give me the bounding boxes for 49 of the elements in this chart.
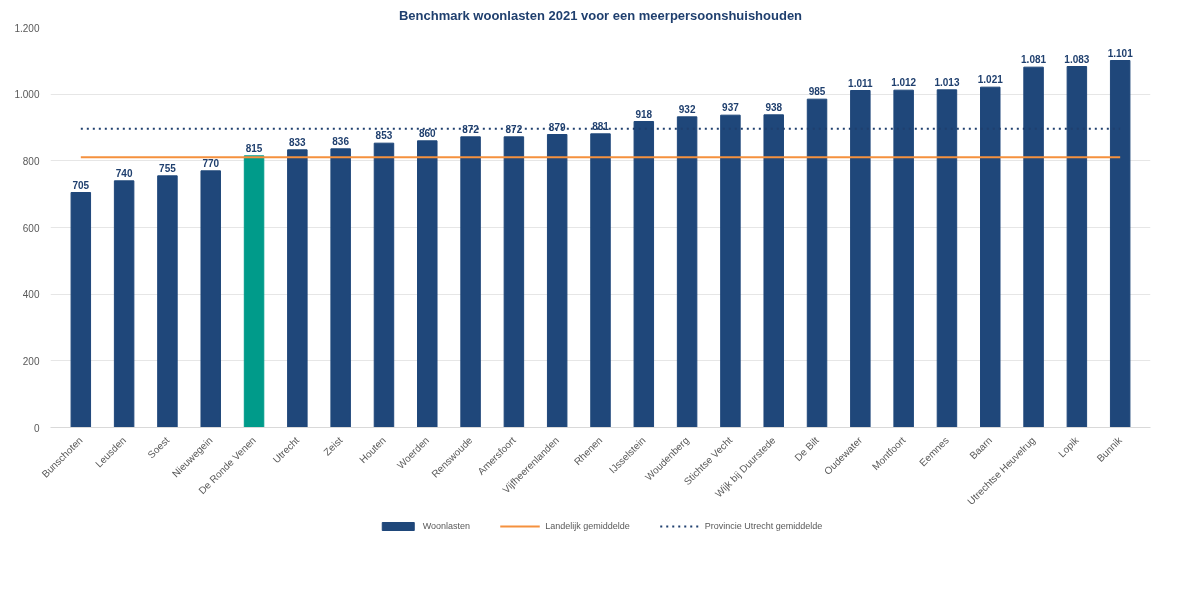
bar — [287, 149, 308, 428]
data-label: 872 — [505, 123, 523, 135]
data-label: 755 — [159, 162, 177, 174]
bar — [70, 192, 92, 428]
y-tick-label: 600 — [22, 222, 40, 234]
chart-title: Benchmark woonlasten 2021 voor een meerpersoonshuishouden — [398, 7, 803, 23]
y-tick-label: 400 — [22, 289, 40, 301]
data-label: 937 — [722, 102, 740, 114]
bar — [590, 133, 611, 428]
data-label: 1.011 — [848, 77, 874, 89]
data-label: 1.101 — [1107, 47, 1134, 59]
data-label: 1.081 — [1021, 54, 1047, 66]
bar — [460, 136, 481, 428]
bar — [503, 136, 525, 428]
data-label: 833 — [289, 136, 307, 148]
y-tick-label: 800 — [22, 155, 40, 167]
data-label: 879 — [548, 121, 566, 133]
legend-label: Landelijk gemiddelde — [545, 521, 630, 531]
data-label: 860 — [418, 127, 437, 139]
data-label: 1.012 — [891, 77, 917, 89]
data-label: 932 — [678, 103, 696, 115]
data-label: 918 — [635, 108, 653, 120]
x-tick-label: De Bilt — [792, 434, 822, 464]
data-label: 836 — [332, 135, 350, 147]
bar — [330, 148, 351, 428]
bar — [243, 155, 265, 428]
data-label: 985 — [808, 86, 826, 98]
bar — [157, 175, 178, 428]
bar — [546, 134, 568, 428]
data-label: 705 — [72, 179, 90, 191]
data-label: 1.083 — [1064, 53, 1090, 65]
bar — [373, 142, 395, 428]
bar — [113, 180, 135, 428]
bar — [200, 170, 221, 428]
y-tick-label: 0 — [33, 422, 40, 434]
legend-label: Provincie Utrecht gemiddelde — [704, 521, 823, 531]
data-label: 770 — [202, 157, 220, 169]
data-label: 938 — [765, 101, 783, 113]
data-label: 815 — [245, 142, 263, 154]
y-tick-label: 1.200 — [14, 22, 40, 34]
legend-label: Woonlasten — [422, 521, 471, 531]
y-tick-label: 1.000 — [14, 89, 40, 101]
data-label: 853 — [375, 130, 393, 142]
y-tick-label: 200 — [22, 355, 40, 367]
bar — [417, 140, 438, 428]
data-label: 1.021 — [977, 74, 1004, 86]
data-label: 1.013 — [934, 76, 960, 88]
data-label: 881 — [592, 120, 610, 132]
data-label: 740 — [115, 167, 133, 179]
